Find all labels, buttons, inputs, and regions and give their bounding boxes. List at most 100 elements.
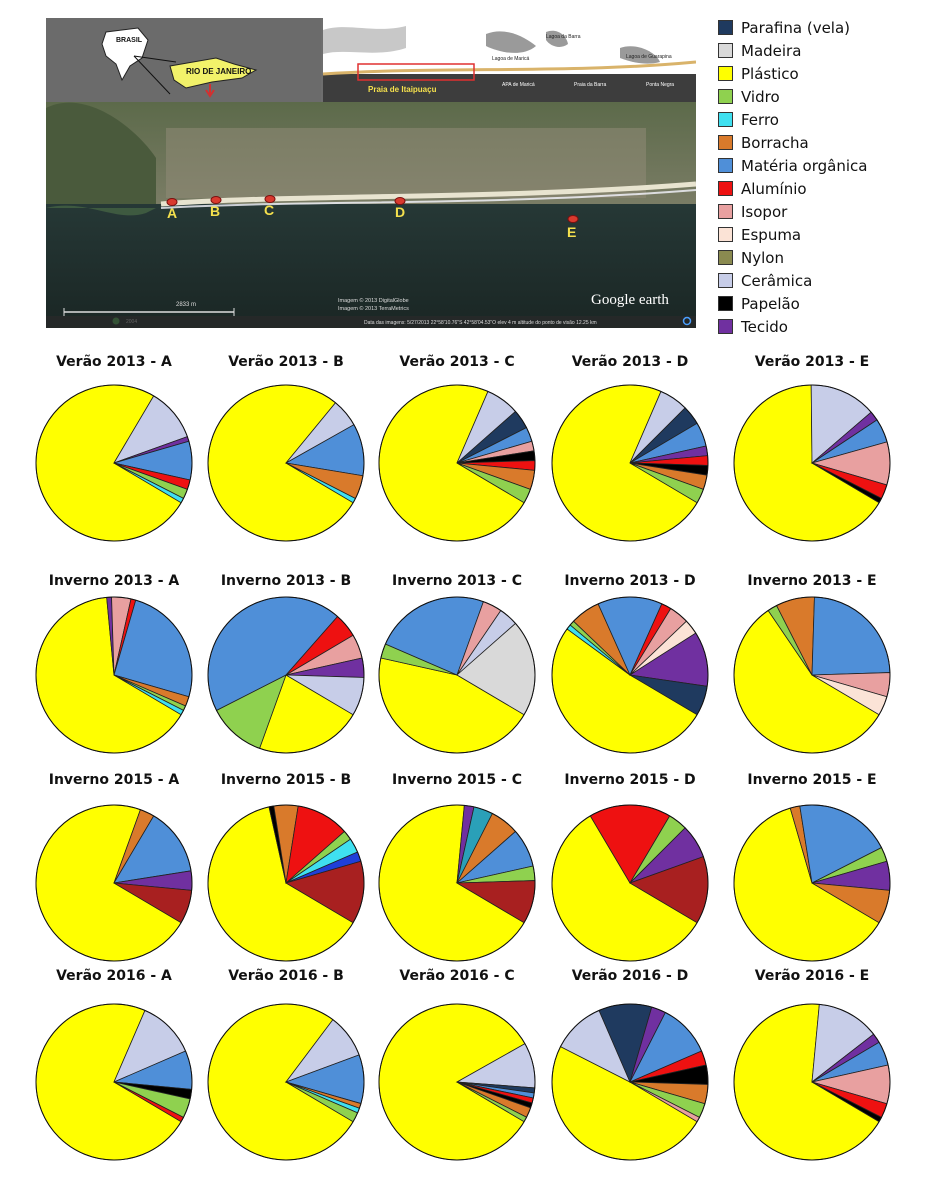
legend-swatch bbox=[718, 112, 733, 127]
inset-label-itaipuacu: Praia de Itaipuaçu bbox=[368, 85, 437, 94]
pie-title: Inverno 2013 - A bbox=[49, 573, 180, 589]
pie-outline bbox=[551, 1003, 709, 1161]
legend-swatch bbox=[718, 250, 733, 265]
pie-outline bbox=[35, 384, 193, 542]
credit-2: Imagem © 2013 TerraMetrics bbox=[338, 305, 409, 312]
lagoa-marica bbox=[486, 31, 536, 53]
sampling-point-c: C bbox=[264, 195, 276, 218]
svg-text:B: B bbox=[210, 203, 220, 219]
brazil-shape bbox=[101, 27, 149, 82]
pie-outline bbox=[733, 596, 891, 754]
map-status-bar: Data das imagens: 5/27/2013 22°58'10.76"… bbox=[364, 320, 597, 326]
legend-item: Isopor bbox=[718, 200, 932, 223]
pie-title: Verão 2013 - A bbox=[56, 354, 172, 370]
legend-swatch bbox=[718, 158, 733, 173]
pie-chart: Inverno 2015 - C bbox=[378, 772, 536, 962]
brazil-inset bbox=[46, 18, 321, 102]
svg-text:D: D bbox=[395, 204, 405, 220]
legend-swatch bbox=[718, 181, 733, 196]
pie-chart: Verão 2016 - D bbox=[551, 968, 709, 1161]
inset-label-apa: APA de Maricá bbox=[502, 82, 535, 88]
sampling-point-a: A bbox=[166, 198, 178, 221]
pie-title: Inverno 2015 - E bbox=[747, 772, 876, 788]
legend-item: Vidro bbox=[718, 85, 932, 108]
pie-outline bbox=[207, 596, 365, 754]
pie-chart: Verão 2016 - E bbox=[733, 968, 891, 1161]
legend-label: Isopor bbox=[741, 202, 788, 221]
legend-item: Papelão bbox=[718, 292, 932, 315]
pie-title: Inverno 2015 - D bbox=[564, 772, 695, 788]
lagoa-guarapina bbox=[620, 46, 660, 64]
pie-chart: Inverno 2013 - B bbox=[207, 573, 365, 754]
globe-icon bbox=[682, 316, 692, 326]
legend-label: Madeira bbox=[741, 41, 802, 60]
legend-item: Plástico bbox=[718, 62, 932, 85]
legend-label: Cerâmica bbox=[741, 271, 813, 290]
pie-outline bbox=[551, 596, 709, 754]
legend-label: Parafina (vela) bbox=[741, 18, 851, 37]
rj-state-shape bbox=[169, 57, 258, 89]
pie-chart: Inverno 2013 - C bbox=[378, 573, 536, 754]
credit-1: Imagem © 2013 DigitalGlobe bbox=[338, 297, 409, 304]
legend-item: Cerâmica bbox=[718, 269, 932, 292]
pie-title: Inverno 2015 - A bbox=[49, 772, 180, 788]
pie-slice bbox=[811, 596, 891, 676]
pie-chart: Inverno 2015 - D bbox=[551, 772, 709, 962]
legend-swatch bbox=[718, 227, 733, 242]
pie-chart: Verão 2016 - A bbox=[35, 968, 193, 1161]
legend-swatch bbox=[718, 135, 733, 150]
legend-item: Ferro bbox=[718, 108, 932, 131]
lagoa-barra bbox=[546, 30, 568, 47]
pie-title: Inverno 2013 - B bbox=[221, 573, 351, 589]
pie-outline bbox=[207, 804, 365, 962]
legend-swatch bbox=[718, 319, 733, 334]
pie-outline bbox=[35, 1003, 193, 1161]
pie-outline bbox=[35, 596, 193, 754]
pie-title: Verão 2016 - C bbox=[399, 968, 514, 984]
legend-label: Vidro bbox=[741, 87, 780, 106]
pie-outline bbox=[207, 384, 365, 542]
google-earth-logo: Google earth bbox=[591, 292, 669, 308]
pie-chart: Verão 2013 - E bbox=[733, 354, 891, 542]
location-map: BRASIL RIO DE JANEIRO Praia de Itaipuaçu… bbox=[46, 18, 696, 328]
pie-outline bbox=[378, 384, 536, 542]
pie-title: Verão 2013 - C bbox=[399, 354, 514, 370]
legend-item: Tecido bbox=[718, 315, 932, 338]
pie-outline bbox=[733, 804, 891, 962]
legend-swatch bbox=[718, 43, 733, 58]
legend-swatch bbox=[718, 296, 733, 311]
rj-label: RIO DE JANEIRO bbox=[186, 67, 251, 76]
sampling-point-d: D bbox=[394, 197, 406, 220]
svg-text:C: C bbox=[264, 202, 274, 218]
pie-title: Inverno 2015 - C bbox=[392, 772, 522, 788]
pie-title: Verão 2016 - D bbox=[572, 968, 689, 984]
pie-chart: Verão 2013 - B bbox=[207, 354, 365, 542]
pie-chart: Verão 2013 - C bbox=[378, 354, 536, 542]
legend-swatch bbox=[718, 89, 733, 104]
legend-item: Madeira bbox=[718, 39, 932, 62]
hill-left bbox=[46, 102, 156, 208]
pie-title: Verão 2016 - B bbox=[228, 968, 344, 984]
urban-area bbox=[166, 128, 646, 198]
legend-label: Plástico bbox=[741, 64, 799, 83]
pie-title: Inverno 2015 - B bbox=[221, 772, 351, 788]
pie-outline bbox=[207, 1003, 365, 1161]
legend-swatch bbox=[718, 66, 733, 81]
pie-outline bbox=[733, 384, 891, 542]
pie-title: Verão 2016 - A bbox=[56, 968, 172, 984]
legend-item: Nylon bbox=[718, 246, 932, 269]
pie-outline bbox=[551, 384, 709, 542]
pie-title: Verão 2016 - E bbox=[755, 968, 870, 984]
pie-title: Verão 2013 - E bbox=[755, 354, 870, 370]
pie-chart: Inverno 2015 - E bbox=[733, 772, 891, 962]
sampling-point-e: E bbox=[567, 215, 579, 240]
study-area-box bbox=[357, 63, 475, 81]
pie-outline bbox=[551, 804, 709, 962]
pie-chart: Verão 2013 - A bbox=[35, 354, 193, 542]
legend-swatch bbox=[718, 273, 733, 288]
pie-outline bbox=[378, 596, 536, 754]
legend-item: Borracha bbox=[718, 131, 932, 154]
brazil-label: BRASIL bbox=[116, 37, 143, 44]
pie-chart: Inverno 2013 - A bbox=[35, 573, 193, 754]
legend-label: Nylon bbox=[741, 248, 784, 267]
